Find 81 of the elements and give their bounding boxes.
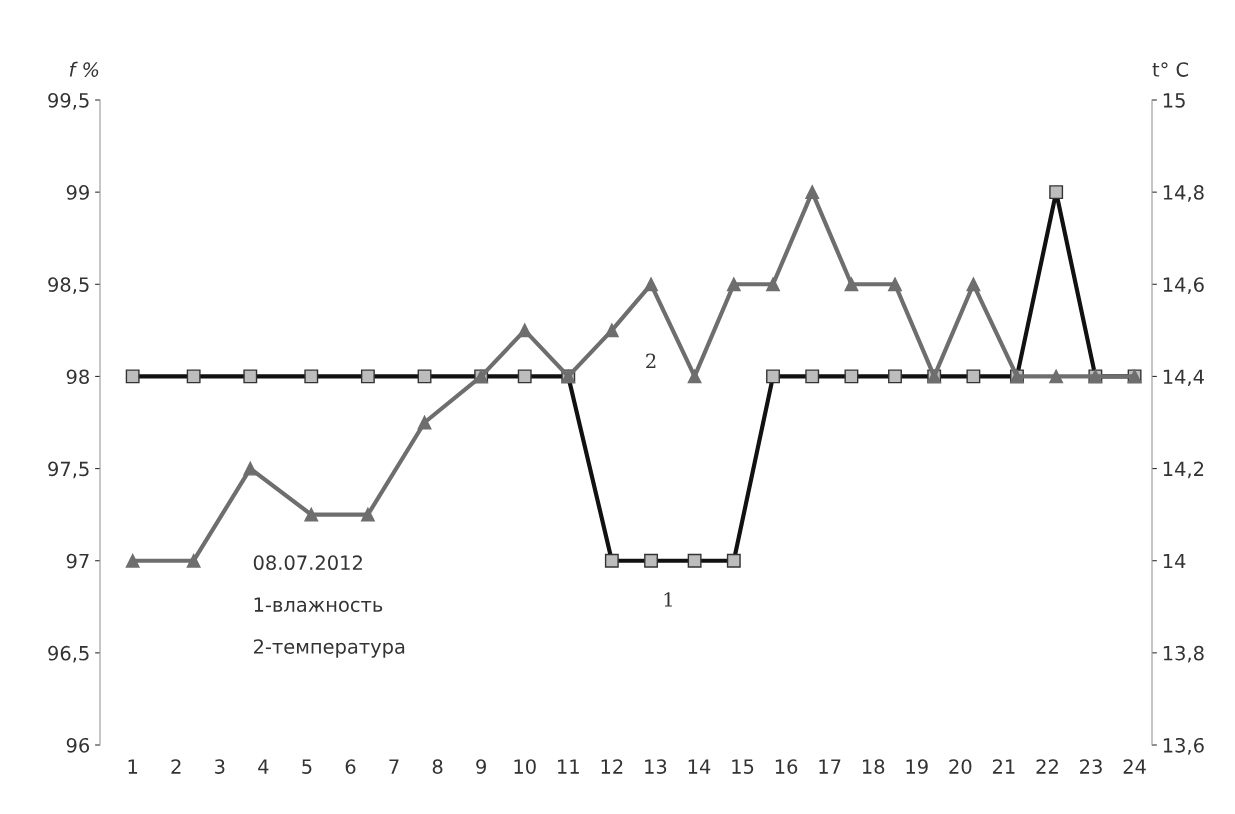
point (687, 553, 702, 568)
x-tick-label: 8 (432, 759, 443, 774)
series-label: 2 (646, 353, 656, 368)
y-tick-label: 97 (66, 553, 89, 569)
point (644, 553, 658, 568)
point (766, 277, 780, 292)
x-tick-label: 1 (128, 759, 138, 774)
x-tick-label: 21 (992, 759, 1015, 774)
point (360, 507, 375, 522)
annotation: 08.07.2012 (253, 555, 362, 571)
point (1049, 185, 1064, 200)
x-tick-label: 14 (688, 759, 711, 774)
point (186, 369, 201, 384)
x-tick-label: 6 (345, 759, 356, 774)
point (517, 369, 532, 384)
x-tick-label: 16 (775, 759, 798, 774)
y2-tick-label: 13,6 (1163, 737, 1204, 755)
point (687, 369, 702, 384)
x-tick-label: 2 (171, 759, 181, 774)
point (417, 415, 432, 430)
y2-tick-label: 14,8 (1163, 185, 1204, 202)
y2-tick-label: 14,6 (1163, 277, 1204, 294)
y-axis-title: f % (69, 61, 99, 77)
point (304, 369, 319, 384)
x-tick-label: 23 (1080, 759, 1102, 774)
point (766, 369, 780, 384)
y-tick-label: 96 (66, 737, 90, 753)
point (805, 185, 820, 200)
point (966, 277, 981, 292)
point (644, 277, 658, 292)
y2-tick-label: 13,8 (1163, 645, 1204, 663)
y-tick-label: 97,5 (48, 461, 89, 479)
point (243, 369, 258, 384)
point (304, 507, 319, 522)
x-tick-label: 10 (514, 759, 536, 774)
point (844, 277, 859, 292)
annotation: 2-температура (253, 639, 405, 658)
point (844, 369, 859, 384)
series-label: 1 (664, 592, 672, 607)
x-tick-label: 3 (215, 759, 225, 774)
y2-tick-label: 15 (1163, 93, 1185, 108)
x-tick-label: 9 (476, 759, 486, 774)
point (604, 323, 619, 338)
x-tick-label: 4 (258, 759, 269, 774)
x-tick-label: 18 (862, 759, 885, 774)
y-tick-label: 98 (66, 369, 89, 385)
x-tick-label: 15 (732, 759, 754, 774)
point (125, 369, 140, 384)
y-tick-label: 96,5 (48, 645, 89, 663)
point (243, 461, 258, 476)
x-tick-label: 20 (949, 759, 972, 774)
x-tick-label: 7 (389, 759, 399, 774)
y2-tick-label: 14 (1163, 553, 1186, 569)
x-tick-label: 11 (558, 759, 579, 774)
point (360, 369, 375, 384)
point (604, 553, 619, 568)
y-tick-label: 99 (66, 185, 89, 200)
point (888, 369, 902, 384)
point (888, 277, 902, 292)
point (966, 369, 981, 384)
y-tick-label: 98,5 (48, 277, 89, 294)
point (726, 553, 741, 568)
x-tick-label: 19 (906, 759, 928, 774)
point (125, 553, 140, 568)
x-tick-label: 5 (302, 759, 312, 774)
x-tick-label: 24 (1123, 759, 1146, 774)
y2-tick-label: 14,2 (1163, 461, 1204, 479)
point (186, 553, 201, 568)
point (417, 369, 432, 384)
point (517, 323, 532, 338)
point (1049, 369, 1064, 384)
x-tick-label: 12 (601, 759, 623, 774)
point (726, 277, 741, 292)
y2-tick-label: 14,4 (1163, 369, 1204, 387)
y2-axis-title: t° C (1152, 62, 1189, 77)
y-tick-label: 99,5 (48, 92, 89, 110)
x-tick-label: 17 (819, 759, 841, 774)
x-tick-label: 13 (645, 759, 667, 774)
x-tick-label: 22 (1036, 759, 1058, 774)
point (805, 369, 820, 384)
annotation: 1-влажность (254, 597, 383, 612)
